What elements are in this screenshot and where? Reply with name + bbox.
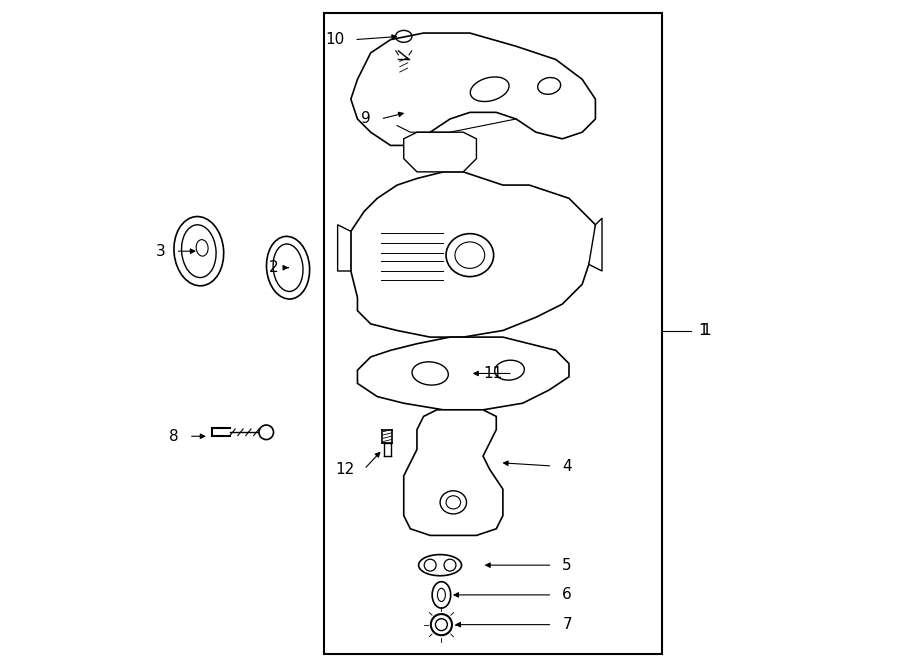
Polygon shape	[589, 218, 602, 271]
Text: 10: 10	[325, 32, 344, 47]
Polygon shape	[351, 172, 596, 337]
Text: 7: 7	[562, 617, 572, 632]
Text: 6: 6	[562, 588, 572, 602]
Text: 3: 3	[156, 244, 166, 258]
Text: 4: 4	[562, 459, 572, 473]
Text: 9: 9	[361, 112, 371, 126]
Text: 5: 5	[562, 558, 572, 572]
Text: 2: 2	[268, 260, 278, 275]
Polygon shape	[351, 33, 596, 145]
Polygon shape	[338, 225, 351, 271]
Text: 12: 12	[335, 462, 355, 477]
Text: 11: 11	[483, 366, 503, 381]
Polygon shape	[404, 132, 476, 172]
Text: 1: 1	[701, 323, 711, 338]
FancyBboxPatch shape	[324, 13, 662, 654]
Text: 8: 8	[169, 429, 179, 444]
Polygon shape	[357, 337, 569, 410]
Polygon shape	[404, 410, 503, 535]
Text: 1: 1	[698, 323, 707, 338]
